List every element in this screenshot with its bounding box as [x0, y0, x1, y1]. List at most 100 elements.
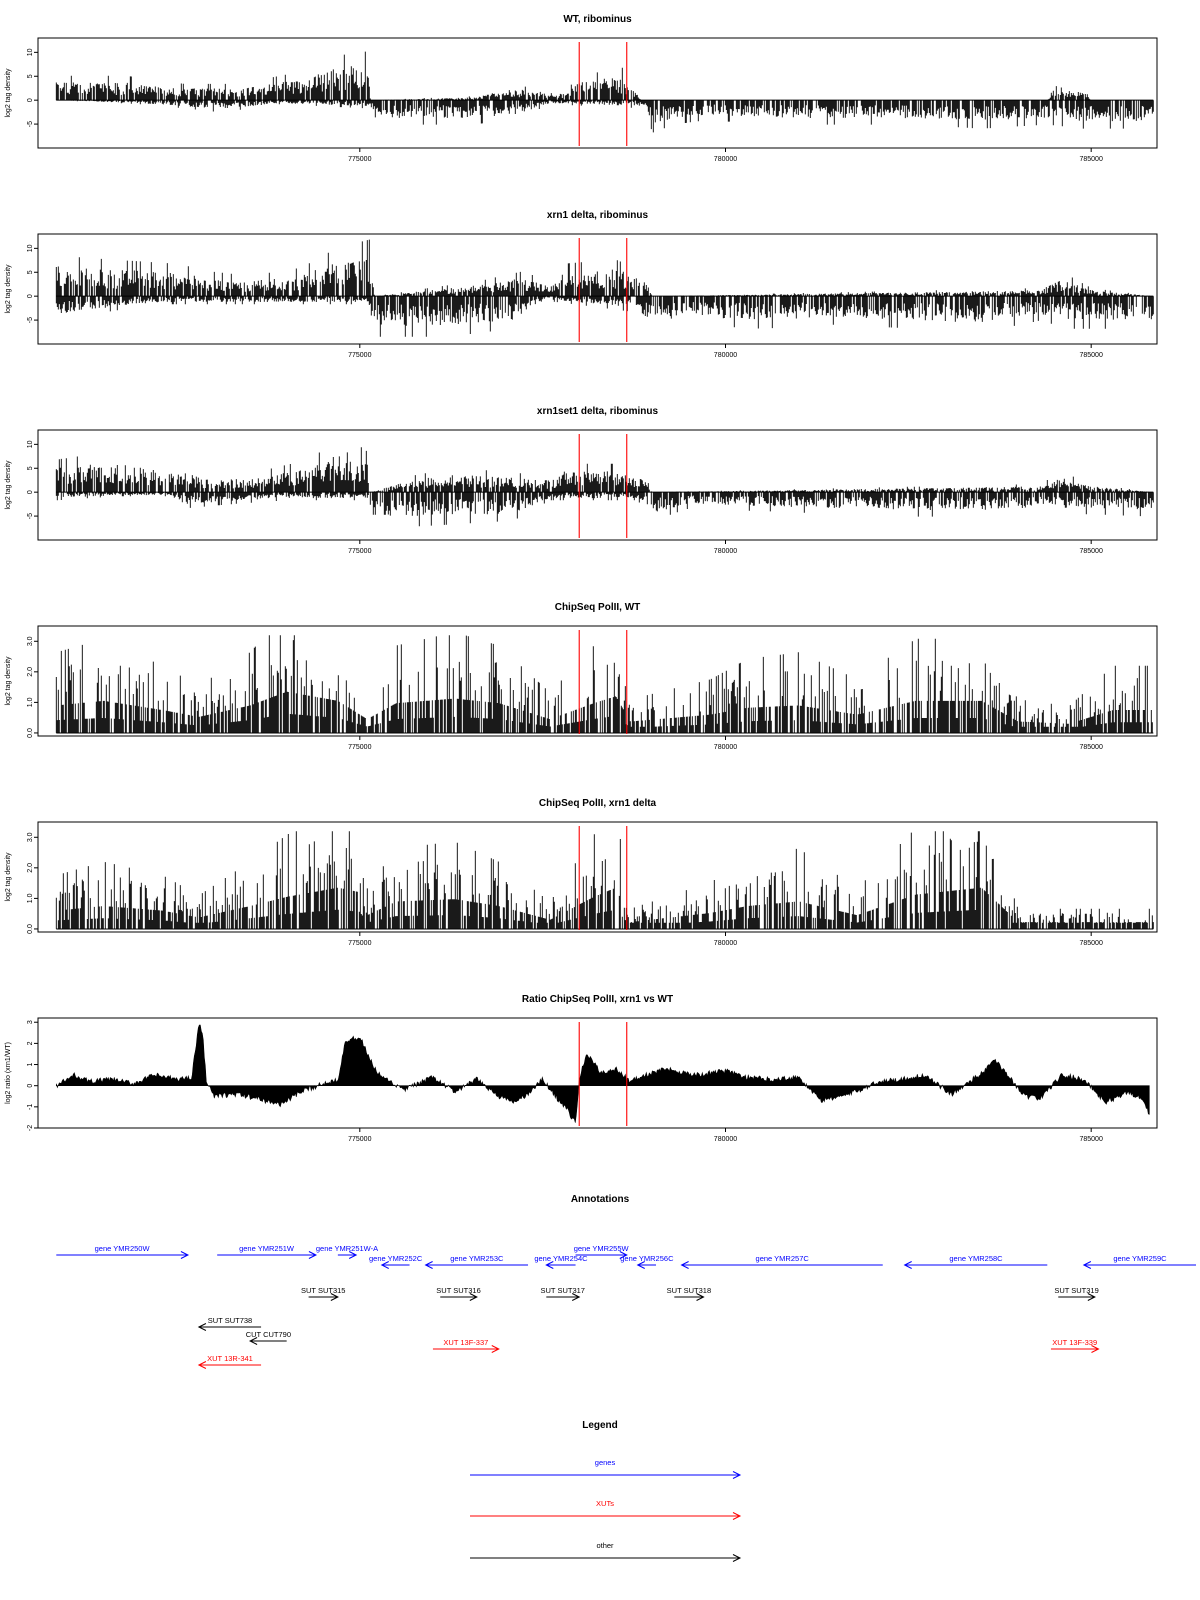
- annotation-feature: gene YMR252C: [369, 1254, 423, 1269]
- feature-label: gene YMR259C: [1113, 1254, 1167, 1263]
- plot-frame: [37, 37, 1158, 149]
- feature-label: gene YMR253C: [450, 1254, 504, 1263]
- x-tick-label: 775000: [348, 352, 371, 359]
- y-tick-label: 0: [27, 1084, 34, 1088]
- track-panel-2: xrn1 delta, ribominus 10 5 0 -5 log2 tag dens…: [5, 210, 1158, 359]
- track-panel-6: Ratio ChipSeq PolII, xrn1 vs WT 3 2 1 0 -1 -2 l…: [5, 994, 1158, 1143]
- y-tick-label: 3: [27, 1020, 34, 1024]
- direction-arrowhead: [1091, 1345, 1100, 1353]
- feature-label: SUT SUT318: [667, 1286, 711, 1295]
- feature-label: gene YMR251W-A: [316, 1244, 378, 1253]
- data-marks: [55, 239, 1154, 337]
- direction-arrowhead: [491, 1345, 500, 1353]
- signal-bars: [55, 831, 1154, 929]
- y-tick-label: 10: [27, 440, 34, 448]
- y-tick-label: 10: [27, 244, 34, 252]
- annotation-feature: gene YMR251W: [217, 1244, 318, 1259]
- direction-arrowhead: [571, 1293, 581, 1301]
- y-tick-label: 0.0: [27, 924, 34, 934]
- y-tick-label: 0.0: [27, 728, 34, 738]
- annotation-feature: gene YMR254C: [534, 1254, 588, 1269]
- legend-arrowhead: [732, 1554, 742, 1562]
- plot-frame: [37, 429, 1158, 541]
- annotation-feature: gene YMR258C: [903, 1254, 1048, 1269]
- x-tick-label: 785000: [1079, 156, 1102, 163]
- x-tick-label: 780000: [714, 1136, 737, 1143]
- x-tick-label: 785000: [1079, 940, 1102, 947]
- annotation-feature: gene YMR259C: [1082, 1254, 1196, 1269]
- annotation-feature: CUT CUT790: [246, 1330, 291, 1345]
- y-tick-label: 0: [27, 294, 34, 298]
- y-tick-label: 2: [27, 1041, 34, 1045]
- y-tick-label: 5: [27, 466, 34, 470]
- y-tick-label: 5: [27, 270, 34, 274]
- legend-arrowhead: [732, 1512, 742, 1520]
- y-tick-label: 3.0: [27, 636, 34, 646]
- plot-frame: [37, 233, 1158, 345]
- legend-item: other: [470, 1541, 742, 1562]
- x-axis: 775000 780000 785000: [348, 148, 1103, 163]
- feature-label: SUT SUT316: [436, 1286, 480, 1295]
- y-tick-label: -5: [27, 513, 34, 519]
- y-tick-label: -5: [27, 121, 34, 127]
- region-markers: [578, 434, 628, 538]
- legend-label: genes: [595, 1458, 616, 1467]
- legend: Legend genes XUTs other: [470, 1420, 742, 1562]
- direction-arrowhead: [180, 1251, 190, 1259]
- panel-title: Ratio ChipSeq PolII, xrn1 vs WT: [522, 994, 673, 1005]
- direction-arrowhead: [197, 1361, 207, 1369]
- feature-label: gene YMR256C: [620, 1254, 674, 1263]
- x-axis: 775000 780000 785000: [348, 1128, 1103, 1143]
- legend-label: XUTs: [596, 1499, 614, 1508]
- y-axis-label: log2 tag density: [5, 656, 12, 706]
- feature-label: gene YMR258C: [949, 1254, 1003, 1263]
- x-axis: 775000 780000 785000: [348, 344, 1103, 359]
- x-axis: 775000 780000 785000: [348, 736, 1103, 751]
- annotation-feature: gene YMR257C: [680, 1254, 883, 1269]
- feature-label: gene YMR255W: [574, 1244, 630, 1253]
- y-tick-label: 3.0: [27, 832, 34, 842]
- x-tick-label: 785000: [1079, 1136, 1102, 1143]
- y-axis-label: log2 tag density: [5, 68, 12, 118]
- data-marks: [55, 635, 1154, 734]
- y-tick-label: 0: [27, 98, 34, 102]
- feature-label: gene YMR252C: [369, 1254, 423, 1263]
- y-tick-label: 0: [27, 490, 34, 494]
- annotation-feature: XUT 13R-341: [197, 1354, 262, 1369]
- data-marks: [55, 447, 1154, 527]
- signal-bars: [55, 447, 1154, 527]
- feature-label: gene YMR254C: [534, 1254, 588, 1263]
- y-axis-label: log2 ratio (xrn1/WT): [5, 1042, 12, 1104]
- y-axis-label: log2 tag density: [5, 852, 12, 902]
- direction-arrowhead: [424, 1261, 433, 1269]
- y-tick-label: 2.0: [27, 667, 34, 677]
- direction-arrowhead: [680, 1261, 689, 1269]
- annotation-feature: XUT 13F-337: [432, 1338, 500, 1353]
- y-tick-label: 1.0: [27, 697, 34, 707]
- feature-label: SUT SUT317: [541, 1286, 585, 1295]
- annotation-feature: XUT 13F-339: [1050, 1338, 1100, 1353]
- x-tick-label: 775000: [348, 548, 371, 555]
- signal-bars: [55, 51, 1154, 133]
- data-marks: [55, 831, 1154, 930]
- direction-arrowhead: [197, 1323, 207, 1331]
- track-panel-5: ChipSeq PolII, xrn1 delta 3.0 2.0 1.0 0.0 log…: [5, 798, 1158, 947]
- annotation-feature: SUT SUT319: [1054, 1286, 1099, 1301]
- panel-title: ChipSeq PolII, xrn1 delta: [539, 798, 657, 809]
- x-tick-label: 780000: [714, 744, 737, 751]
- feature-label: SUT SUT738: [208, 1316, 252, 1325]
- legend-title: Legend: [582, 1420, 618, 1431]
- y-axis-label: log2 tag density: [5, 460, 12, 510]
- feature-label: XUT 13R-341: [207, 1354, 253, 1363]
- y-axis: 10 5 0 -5 log2 tag density: [5, 244, 38, 323]
- y-axis: 10 5 0 -5 log2 tag density: [5, 48, 38, 127]
- feature-label: SUT SUT319: [1054, 1286, 1098, 1295]
- annotation-feature: SUT SUT317: [541, 1286, 585, 1301]
- legend-label: other: [596, 1541, 614, 1550]
- y-tick-label: 10: [27, 48, 34, 56]
- region-markers: [578, 630, 628, 734]
- ratio-area: [55, 1024, 1150, 1123]
- direction-arrowhead: [545, 1261, 554, 1269]
- feature-label: gene YMR251W: [239, 1244, 295, 1253]
- y-tick-label: 5: [27, 74, 34, 78]
